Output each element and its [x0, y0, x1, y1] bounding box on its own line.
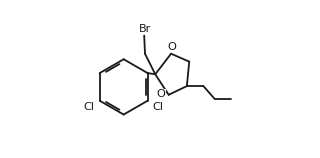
Text: Cl: Cl: [152, 102, 164, 112]
Text: O: O: [167, 42, 176, 52]
Text: O: O: [157, 89, 165, 99]
Text: Br: Br: [138, 24, 151, 34]
Text: Cl: Cl: [84, 102, 95, 112]
